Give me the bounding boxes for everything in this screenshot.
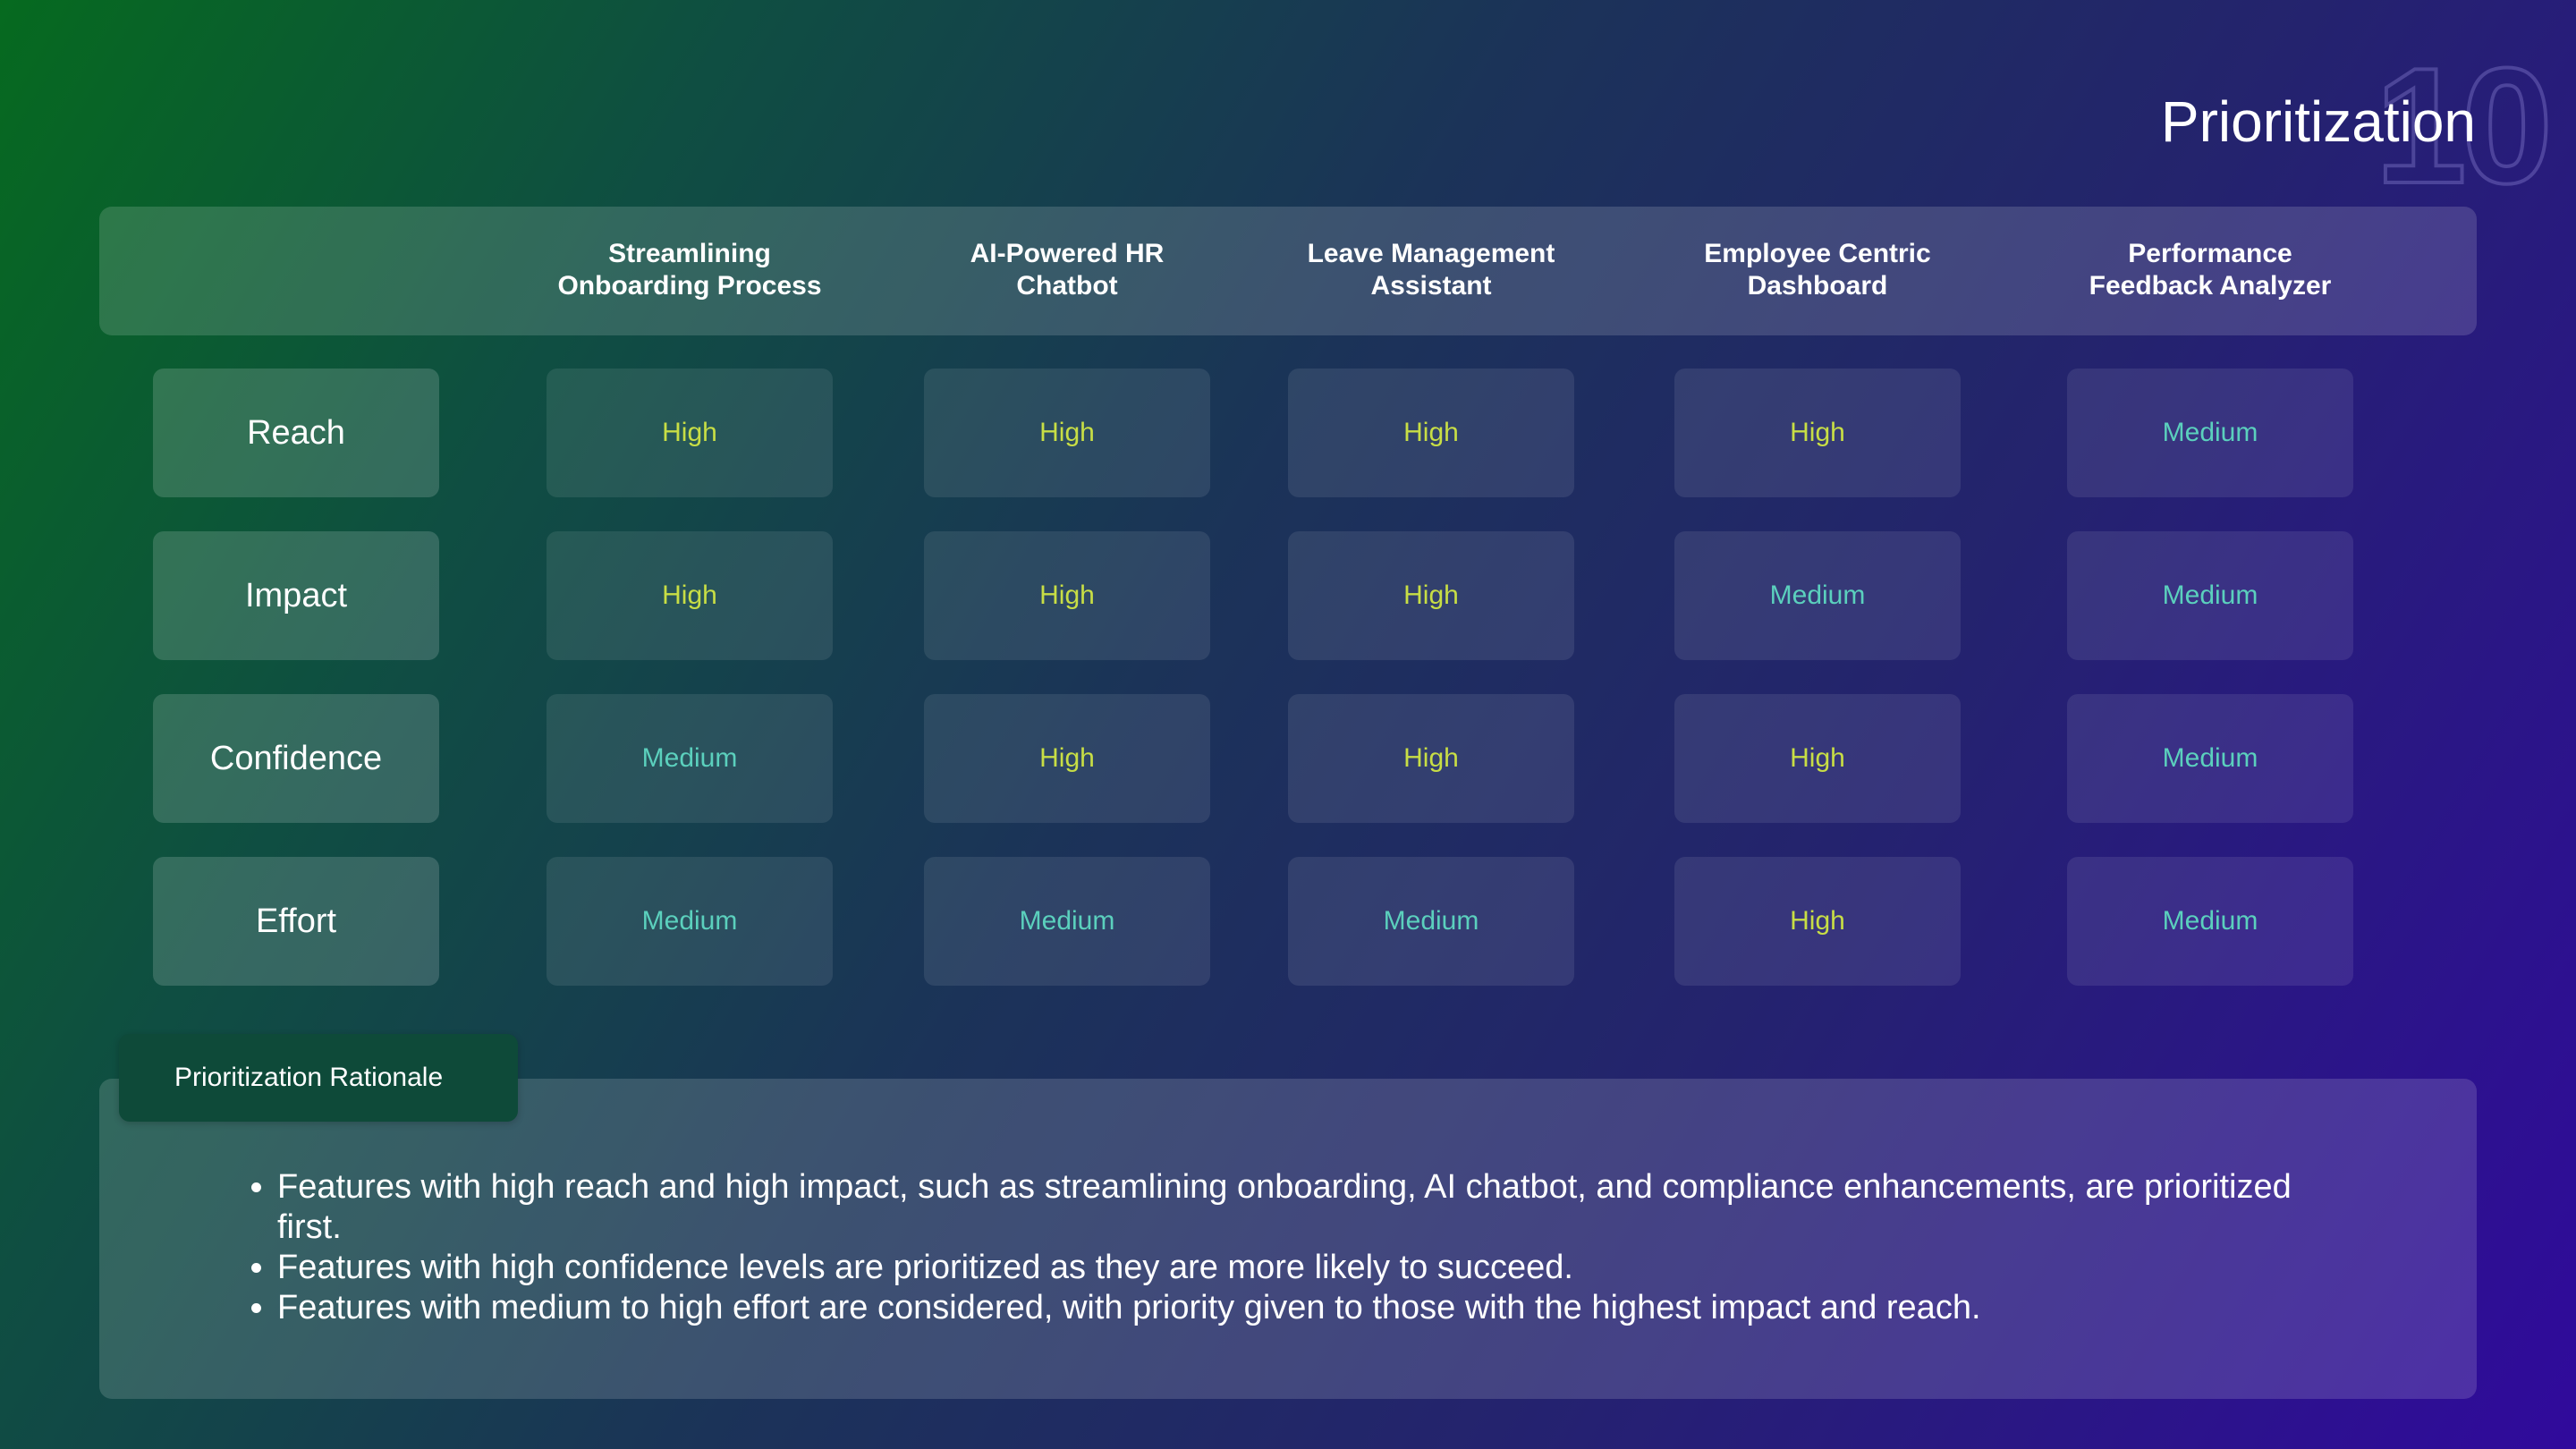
column-header-line: Leave Management	[1307, 239, 1555, 268]
rationale-bullet: Features with high confidence levels are…	[277, 1248, 2361, 1288]
matrix-cell: High	[1288, 369, 1574, 497]
rationale-title: Prioritization Rationale	[174, 1063, 444, 1092]
column-header-leave-management: Leave Management Assistant	[1252, 238, 1610, 302]
matrix-cell: High	[547, 369, 833, 497]
column-header-line: AI-Powered HR	[970, 239, 1165, 268]
rationale-panel	[99, 1079, 2477, 1399]
matrix-cell: High	[547, 531, 833, 660]
column-header-line: Streamlining	[608, 239, 771, 268]
column-header-ai-chatbot: AI-Powered HR Chatbot	[888, 238, 1246, 302]
slide-title: Prioritization	[2160, 89, 2476, 154]
column-header-line: Chatbot	[1016, 271, 1118, 301]
matrix-cell: High	[924, 369, 1210, 497]
matrix-cell: High	[1674, 369, 1961, 497]
matrix-cell: Medium	[2067, 857, 2353, 986]
matrix-cell: Medium	[1674, 531, 1961, 660]
rationale-bullet: Features with medium to high effort are …	[277, 1288, 2361, 1328]
matrix-cell: Medium	[1288, 857, 1574, 986]
column-header-line: Employee Centric	[1704, 239, 1931, 268]
matrix-cell: High	[1288, 531, 1574, 660]
matrix-cell: Medium	[547, 857, 833, 986]
matrix-cell: High	[1674, 694, 1961, 823]
slide-number: 10	[2373, 33, 2555, 217]
matrix-cell: Medium	[924, 857, 1210, 986]
matrix-cell: High	[924, 531, 1210, 660]
rationale-tab: Prioritization Rationale	[119, 1034, 518, 1122]
column-header-performance-feedback: Performance Feedback Analyzer	[2031, 238, 2389, 302]
matrix-cell: Medium	[2067, 369, 2353, 497]
matrix-cell: High	[1674, 857, 1961, 986]
column-header-line: Performance	[2128, 239, 2292, 268]
column-header-line: Onboarding Process	[557, 271, 822, 301]
matrix-cell: High	[924, 694, 1210, 823]
column-header-line: Feedback Analyzer	[2089, 271, 2332, 301]
row-label-confidence: Confidence	[153, 694, 439, 823]
row-label-reach: Reach	[153, 369, 439, 497]
matrix-cell: Medium	[547, 694, 833, 823]
column-header-line: Assistant	[1370, 271, 1492, 301]
rationale-bullet-list: Features with high reach and high impact…	[243, 1167, 2361, 1328]
rationale-bullet: Features with high reach and high impact…	[277, 1167, 2361, 1248]
column-header-streamlining-onboarding: Streamlining Onboarding Process	[511, 238, 869, 302]
matrix-cell: High	[1288, 694, 1574, 823]
matrix-cell: Medium	[2067, 694, 2353, 823]
column-header-employee-dashboard: Employee Centric Dashboard	[1639, 238, 1996, 302]
row-label-impact: Impact	[153, 531, 439, 660]
column-header-line: Dashboard	[1747, 271, 1888, 301]
row-label-effort: Effort	[153, 857, 439, 986]
matrix-header-bar	[99, 207, 2477, 335]
matrix-cell: Medium	[2067, 531, 2353, 660]
